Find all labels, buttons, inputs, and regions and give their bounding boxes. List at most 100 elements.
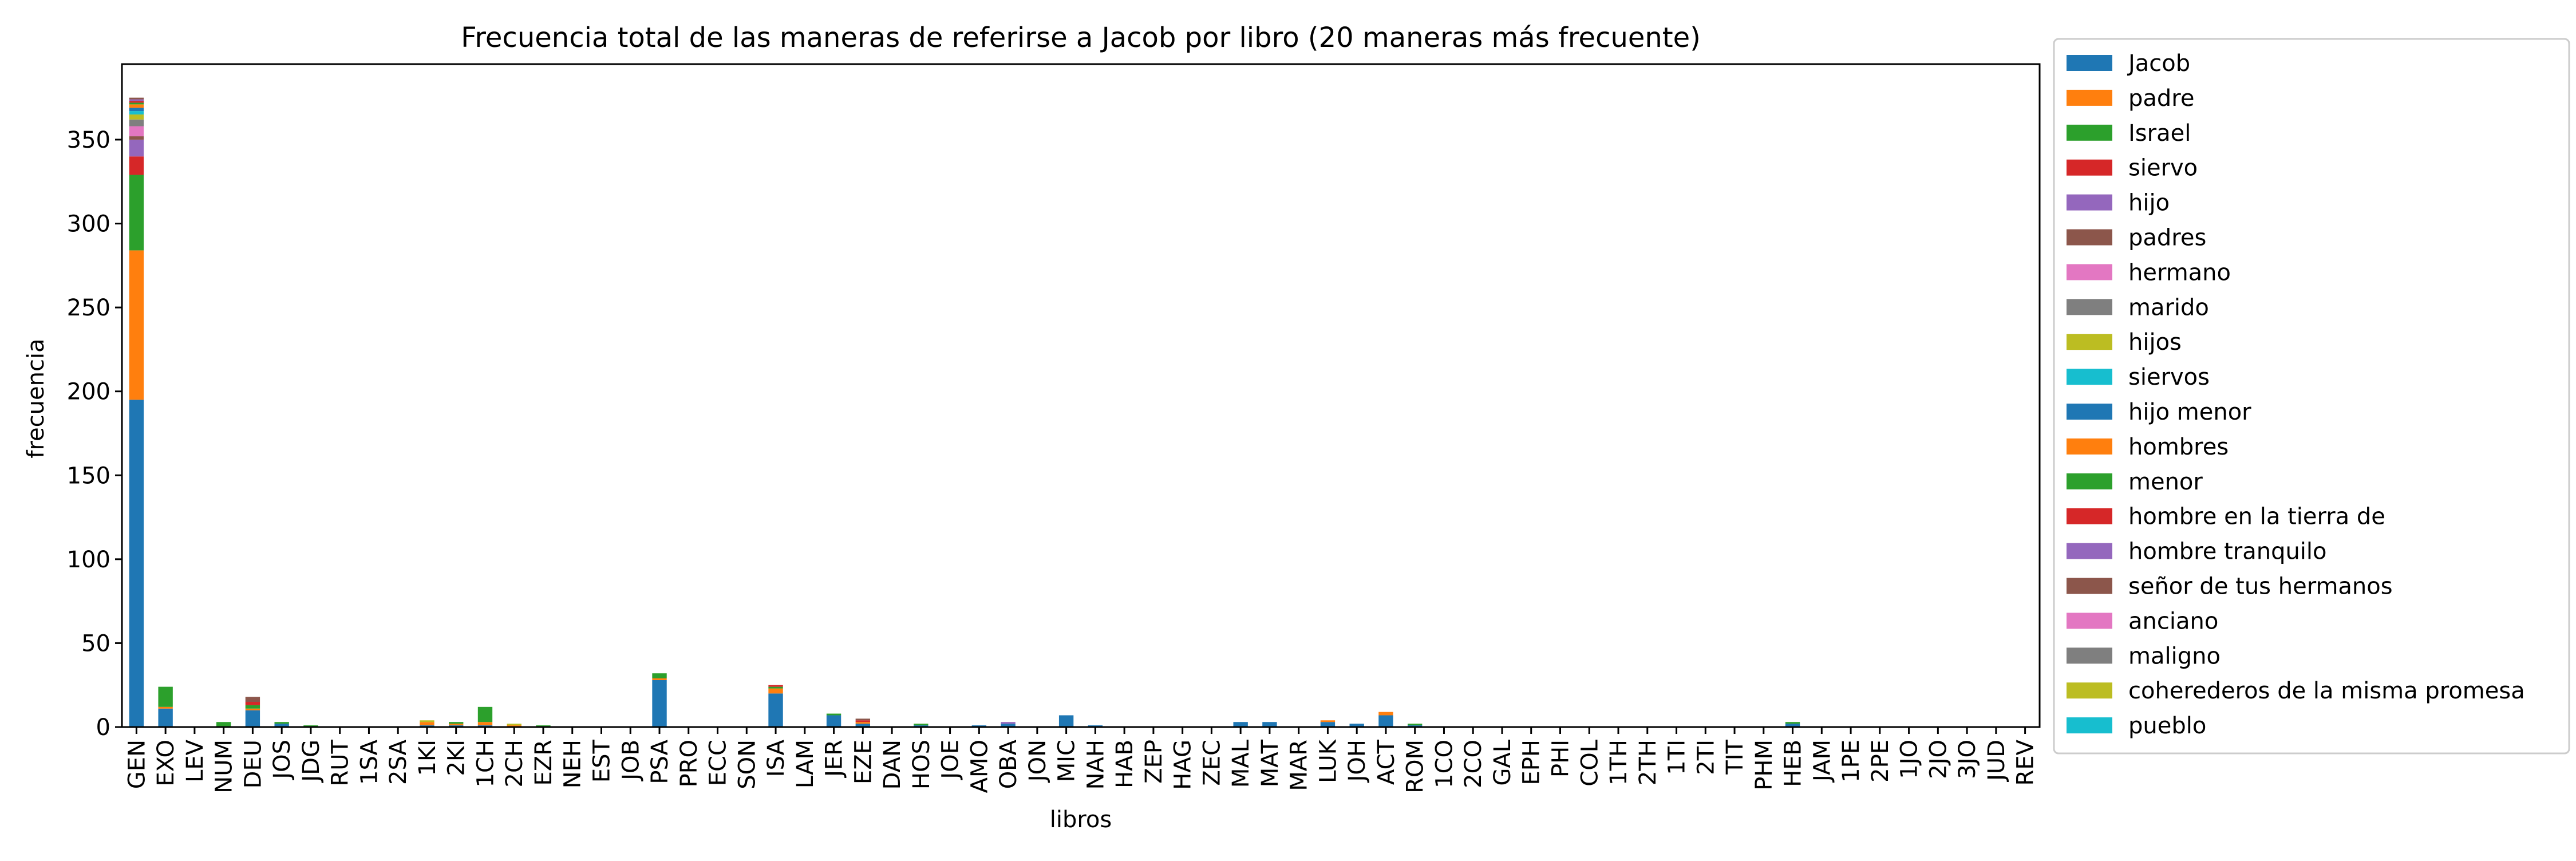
legend-swatch — [2067, 229, 2112, 246]
bar-segment — [129, 114, 144, 120]
bar-segment — [826, 713, 841, 716]
x-tick-label: LEV — [182, 739, 208, 783]
bar-segment — [245, 705, 260, 709]
legend-label: hermano — [2128, 259, 2231, 286]
legend-swatch — [2067, 334, 2112, 350]
x-tick-label: 3JO — [1954, 740, 1981, 779]
y-tick-label: 350 — [67, 127, 110, 153]
x-tick-label: JUD — [1984, 740, 2010, 783]
legend-label: hijo — [2128, 190, 2170, 216]
x-ticks: GEN EXO LEV NUM DEU JOS JDG RUT 1SA 2SA 1KI 2KI 1CH 2… — [124, 727, 2039, 793]
y-tick-label: 150 — [67, 463, 110, 489]
legend-swatch — [2067, 578, 2112, 594]
x-tick-label: EPH — [1519, 740, 1545, 785]
x-tick-label: PSA — [647, 739, 673, 784]
bar-segment — [129, 97, 144, 100]
bar-segment — [1320, 722, 1336, 727]
legend-swatch — [2067, 89, 2112, 106]
y-tick-label: 100 — [67, 547, 110, 573]
x-tick-label: 2JO — [1925, 740, 1951, 779]
y-axis-label: frecuencia — [23, 338, 49, 458]
x-tick-label: 2CH — [501, 740, 528, 787]
bar-segment — [1262, 722, 1277, 727]
x-tick-label: 2SA — [385, 739, 412, 785]
legend-swatch — [2067, 647, 2112, 664]
bar-segment — [245, 702, 260, 705]
x-tick-label: EST — [589, 739, 615, 783]
bar-segment — [477, 722, 493, 726]
bar-segment — [1349, 724, 1364, 727]
bar-segment — [129, 102, 144, 105]
x-tick-label: ROM — [1402, 740, 1429, 793]
x-tick-label: 2KI — [444, 740, 470, 776]
x-tick-label: JOS — [269, 740, 295, 781]
x-tick-label: GAL — [1490, 739, 1516, 785]
bar-segment — [129, 126, 144, 137]
legend-label: padre — [2128, 85, 2194, 112]
x-tick-label: NEH — [560, 740, 586, 788]
legend-swatch — [2067, 717, 2112, 734]
bar-segment — [477, 706, 493, 722]
legend-swatch — [2067, 55, 2112, 71]
legend-swatch — [2067, 473, 2112, 489]
bar-segment — [768, 686, 783, 689]
legend-label: Jacob — [2127, 50, 2190, 77]
bar-segment — [768, 693, 783, 727]
x-tick-label: PHI — [1548, 740, 1574, 777]
legend-swatch — [2067, 543, 2112, 559]
legend-label: Israel — [2128, 120, 2191, 147]
x-tick-label: ISA — [763, 739, 789, 777]
bar-segment — [129, 139, 144, 157]
x-tick-label: HAB — [1112, 740, 1138, 788]
bar-segment — [652, 680, 667, 727]
bar-segment — [1785, 722, 1800, 724]
x-tick-label: PRO — [676, 740, 702, 787]
bar-segment — [1378, 712, 1393, 716]
x-tick-label: ACT — [1373, 739, 1400, 785]
legend-swatch — [2067, 682, 2112, 699]
y-tick-label: 0 — [96, 714, 110, 741]
x-tick-label: 1PE — [1838, 740, 1864, 783]
y-ticks: 0 50 100 150 200 250 300 350 — [67, 127, 122, 741]
bar-segment — [855, 724, 871, 727]
x-tick-label: TIT — [1722, 739, 1748, 775]
bar-segment — [158, 686, 173, 707]
bar-segment — [245, 697, 260, 702]
x-tick-label: 2PE — [1867, 740, 1894, 783]
legend-label: marido — [2128, 294, 2209, 321]
x-tick-label: 2TH — [1635, 740, 1661, 785]
legend-swatch — [2067, 264, 2112, 281]
x-tick-label: MAL — [1228, 739, 1254, 788]
legend-label: hombres — [2128, 434, 2229, 460]
legend-frame — [2053, 38, 2570, 755]
bar-segment — [129, 250, 144, 400]
bar-segment — [420, 722, 434, 726]
bar-segment — [129, 99, 144, 101]
bar-segment — [1001, 724, 1016, 727]
bar-segment — [449, 722, 464, 724]
legend-label: coherederos de la misma promesa — [2128, 678, 2525, 704]
bar-segment — [855, 722, 871, 724]
y-tick-label: 200 — [67, 379, 110, 405]
x-tick-label: OBA — [995, 739, 1022, 789]
x-tick-label: JOB — [618, 740, 644, 782]
x-axis-label: libros — [1050, 807, 1112, 833]
x-tick-label: 1JO — [1897, 740, 1923, 779]
bar-segment — [1785, 724, 1800, 727]
x-tick-label: COL — [1577, 739, 1603, 786]
x-tick-label: ECC — [705, 740, 732, 786]
x-tick-label: PHM — [1751, 740, 1777, 791]
x-tick-label: 1TI — [1664, 740, 1690, 775]
bar-segment — [1001, 722, 1016, 724]
bar-segment — [129, 156, 144, 175]
legend-swatch — [2067, 159, 2112, 176]
legend: Jacob padre Israel siervo hijo padres hermano m… — [2053, 38, 2570, 755]
legend-label: siervos — [2128, 364, 2210, 390]
x-tick-label: MIC — [1054, 740, 1080, 782]
bar-segment — [129, 111, 144, 114]
x-tick-label: EZR — [531, 740, 557, 785]
legend-label: hijo menor — [2128, 399, 2251, 425]
bar-segment — [768, 688, 783, 694]
